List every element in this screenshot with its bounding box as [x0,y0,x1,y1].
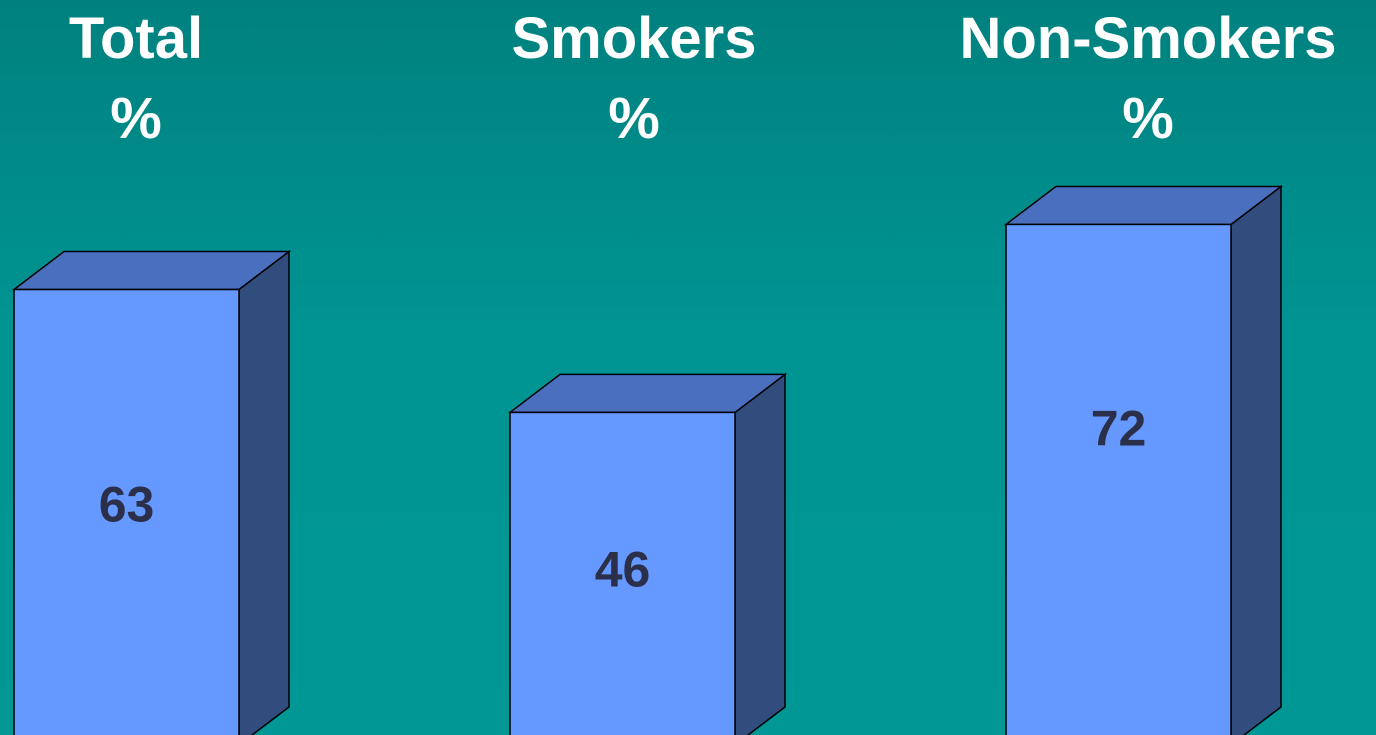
data-label-smokers: 46 [595,542,651,598]
category-name: Non-Smokers [959,6,1337,71]
category-label-non-smokers: Non-Smokers % [938,0,1358,159]
data-label-non-smokers: 72 [1091,400,1147,456]
category-label-total: Total % [0,0,346,159]
bar-total: 63 [11,249,292,735]
bar-side-face [734,372,786,735]
bar-side-face [238,249,290,735]
category-name: Smokers [511,6,757,71]
bar-smokers: 46 [507,372,788,735]
bar-side-face [1230,184,1282,735]
category-unit: % [608,86,660,151]
data-label-total: 63 [99,477,155,533]
bar-front-face [1005,223,1232,735]
bar-front-face [509,411,736,735]
bar-non-smokers: 72 [1003,184,1284,735]
category-label-smokers: Smokers % [424,0,844,159]
category-name: Total [68,6,204,71]
category-unit: % [1122,86,1174,151]
category-unit: % [110,86,162,151]
bar-front-face [13,288,240,735]
